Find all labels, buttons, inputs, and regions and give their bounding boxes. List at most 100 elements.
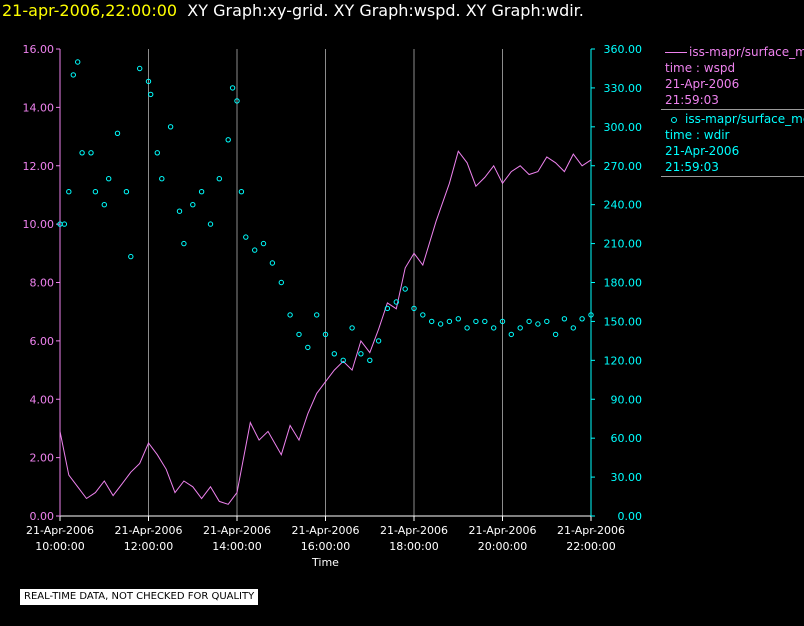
wdir-point xyxy=(234,98,240,104)
x-tick-date: 21-Apr-2006 xyxy=(26,524,94,537)
x-tick-time: 12:00:00 xyxy=(124,540,173,553)
legend-time-text: 21:59:03 xyxy=(665,160,719,174)
wdir-point xyxy=(517,325,523,331)
series-wspd xyxy=(59,150,592,505)
wdir-point xyxy=(411,305,417,312)
axes xyxy=(56,48,595,521)
y-left-tick-label: 6.00 xyxy=(30,335,55,348)
wdir-point xyxy=(552,331,559,338)
wdir-point xyxy=(340,357,346,363)
wdir-point xyxy=(322,331,329,338)
wdir-point xyxy=(229,85,236,91)
legend-series: iss-mapr/surface_met xyxy=(661,44,804,60)
tick-labels: 21-Apr-2006 10:00:00 21-Apr-2006 12:00:00 21… xyxy=(23,43,643,569)
wdir-point xyxy=(358,351,364,357)
wdir-point xyxy=(499,318,506,325)
wdir-point xyxy=(508,331,514,338)
wdir-point xyxy=(393,299,399,305)
y-left-tick-label: 8.00 xyxy=(30,277,55,290)
series-wdir xyxy=(57,59,594,363)
wdir-point xyxy=(66,189,72,195)
legend-date: 21-Apr-2006 xyxy=(661,143,804,159)
wdir-point xyxy=(61,221,68,227)
wdir-point xyxy=(535,321,541,327)
legend-date: 21-Apr-2006 xyxy=(661,76,804,92)
legend-variable: time : wspd xyxy=(661,60,804,76)
wdir-point xyxy=(238,189,245,195)
wdir-point xyxy=(70,72,77,78)
disclaimer-label: REAL-TIME DATA, NOT CHECKED FOR QUALITY xyxy=(20,589,259,605)
wdir-point xyxy=(79,150,85,156)
y-left-tick-label: 4.00 xyxy=(30,393,55,406)
y-left-tick-label: 12.00 xyxy=(23,160,55,173)
x-tick-time: 14:00:00 xyxy=(212,540,261,553)
wdir-point xyxy=(420,312,426,318)
wdir-point xyxy=(579,316,585,322)
wdir-point xyxy=(145,78,152,85)
x-tick-time: 16:00:00 xyxy=(301,540,350,553)
wdir-point xyxy=(216,176,223,182)
title-graph-names: XY Graph:xy-grid. XY Graph:wspd. XY Grap… xyxy=(187,1,584,20)
y-left-tick-label: 16.00 xyxy=(23,43,55,56)
y-right-tick-label: 360.00 xyxy=(604,43,643,56)
wdir-point xyxy=(544,318,550,325)
x-tick-date: 21-Apr-2006 xyxy=(380,524,448,537)
wdir-point xyxy=(375,338,382,344)
wdir-point xyxy=(154,150,161,156)
wdir-point xyxy=(305,344,311,351)
y-right-tick-label: 330.00 xyxy=(604,82,643,95)
y-right-tick-label: 180.00 xyxy=(604,277,643,290)
wdir-point xyxy=(190,202,196,208)
y-right-tick-label: 150.00 xyxy=(604,315,643,328)
wdir-point xyxy=(446,318,453,325)
legend-variable-text: time : wspd xyxy=(665,61,736,75)
wdir-point xyxy=(349,325,355,331)
title-timestamp: 21-apr-2006,22:00:00 xyxy=(2,1,178,20)
legend-variable-text: time : wdir xyxy=(665,128,730,142)
wdir-point xyxy=(198,189,205,195)
legend-date-text: 21-Apr-2006 xyxy=(665,144,740,158)
y-left-tick-label: 2.00 xyxy=(30,452,55,465)
x-tick-time: 20:00:00 xyxy=(478,540,527,553)
legend-time-text: 21:59:03 xyxy=(665,93,719,107)
x-tick-date: 21-Apr-2006 xyxy=(203,524,271,537)
wdir-point xyxy=(106,176,112,182)
wdir-point xyxy=(287,312,293,318)
wdir-point xyxy=(167,124,174,130)
wdir-point xyxy=(148,91,154,98)
wdir-point xyxy=(588,312,594,318)
wdir-point xyxy=(176,208,183,214)
grid-lines xyxy=(148,49,503,516)
wdir-point xyxy=(278,279,284,286)
x-tick-date: 21-Apr-2006 xyxy=(468,524,536,537)
y-right-tick-label: 60.00 xyxy=(611,432,643,445)
wdir-point xyxy=(314,312,320,318)
wdir-point xyxy=(464,325,470,331)
y-right-tick-label: 0.00 xyxy=(618,510,643,523)
wdir-point xyxy=(570,325,576,331)
x-axis-label: Time xyxy=(311,556,339,569)
legend-time: 21:59:03 xyxy=(661,92,804,108)
x-tick-time: 22:00:00 xyxy=(566,540,615,553)
wdir-point xyxy=(384,305,391,312)
wdir-point xyxy=(561,316,568,322)
legend-series: iss-mapr/surface_met xyxy=(661,111,804,127)
wdir-point xyxy=(92,189,99,195)
wdir-point xyxy=(88,150,94,156)
y-right-tick-label: 300.00 xyxy=(604,121,643,134)
wdir-point xyxy=(455,316,461,322)
y-left-tick-label: 0.00 xyxy=(30,510,55,523)
wdir-point xyxy=(128,253,134,260)
wdir-point xyxy=(491,325,497,331)
wdir-point xyxy=(75,59,81,65)
graph-title-bar: 21-apr-2006,22:00:00 XY Graph:xy-grid. X… xyxy=(2,1,584,21)
wdir-point xyxy=(331,351,337,357)
x-tick-date: 21-Apr-2006 xyxy=(114,524,182,537)
wdir-point xyxy=(526,318,532,325)
legend-line-swatch xyxy=(665,52,687,53)
x-tick-date: 21-Apr-2006 xyxy=(557,524,625,537)
legend-entry: iss-mapr/surface_met time : wdir 21-Apr-20… xyxy=(661,111,804,177)
